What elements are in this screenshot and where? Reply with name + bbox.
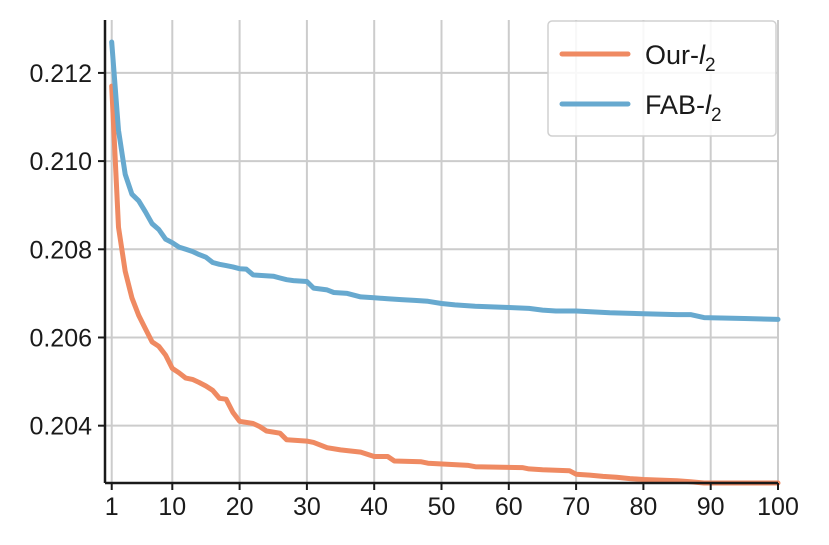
series-line-1 [109,39,781,322]
x-tick-label: 70 [562,493,590,521]
legend-box [547,20,777,137]
x-tick-label: 60 [495,493,523,521]
x-tick-label: 40 [360,493,388,521]
series-line-0 [109,83,781,486]
x-tick-label: 20 [226,493,254,521]
grid-lines [105,20,779,483]
x-tick-label: 30 [293,493,321,521]
y-tick-label: 0.212 [29,60,92,88]
y-tick-label: 0.206 [29,324,92,352]
series-layer [109,39,781,486]
x-tick-label: 90 [697,493,725,521]
y-tick-label: 0.210 [29,148,92,176]
x-tick-label: 50 [428,493,456,521]
legend-label-series-0: Our-l2 [645,40,716,76]
x-tick-label: 1 [105,493,119,521]
x-ticks: 1 10 20 30 40 50 60 70 80 90 100 [105,483,799,521]
legend-label-series-1: FAB-l2 [645,90,722,126]
x-tick-label: 100 [757,493,799,521]
y-ticks: 0.204 0.206 0.208 0.210 0.212 [29,60,105,441]
x-tick-label: 80 [629,493,657,521]
y-tick-label: 0.204 [29,413,92,441]
x-tick-label: 10 [158,493,186,521]
y-tick-label: 0.208 [29,236,92,264]
legend: Our-l2 FAB-l2 [547,20,777,137]
